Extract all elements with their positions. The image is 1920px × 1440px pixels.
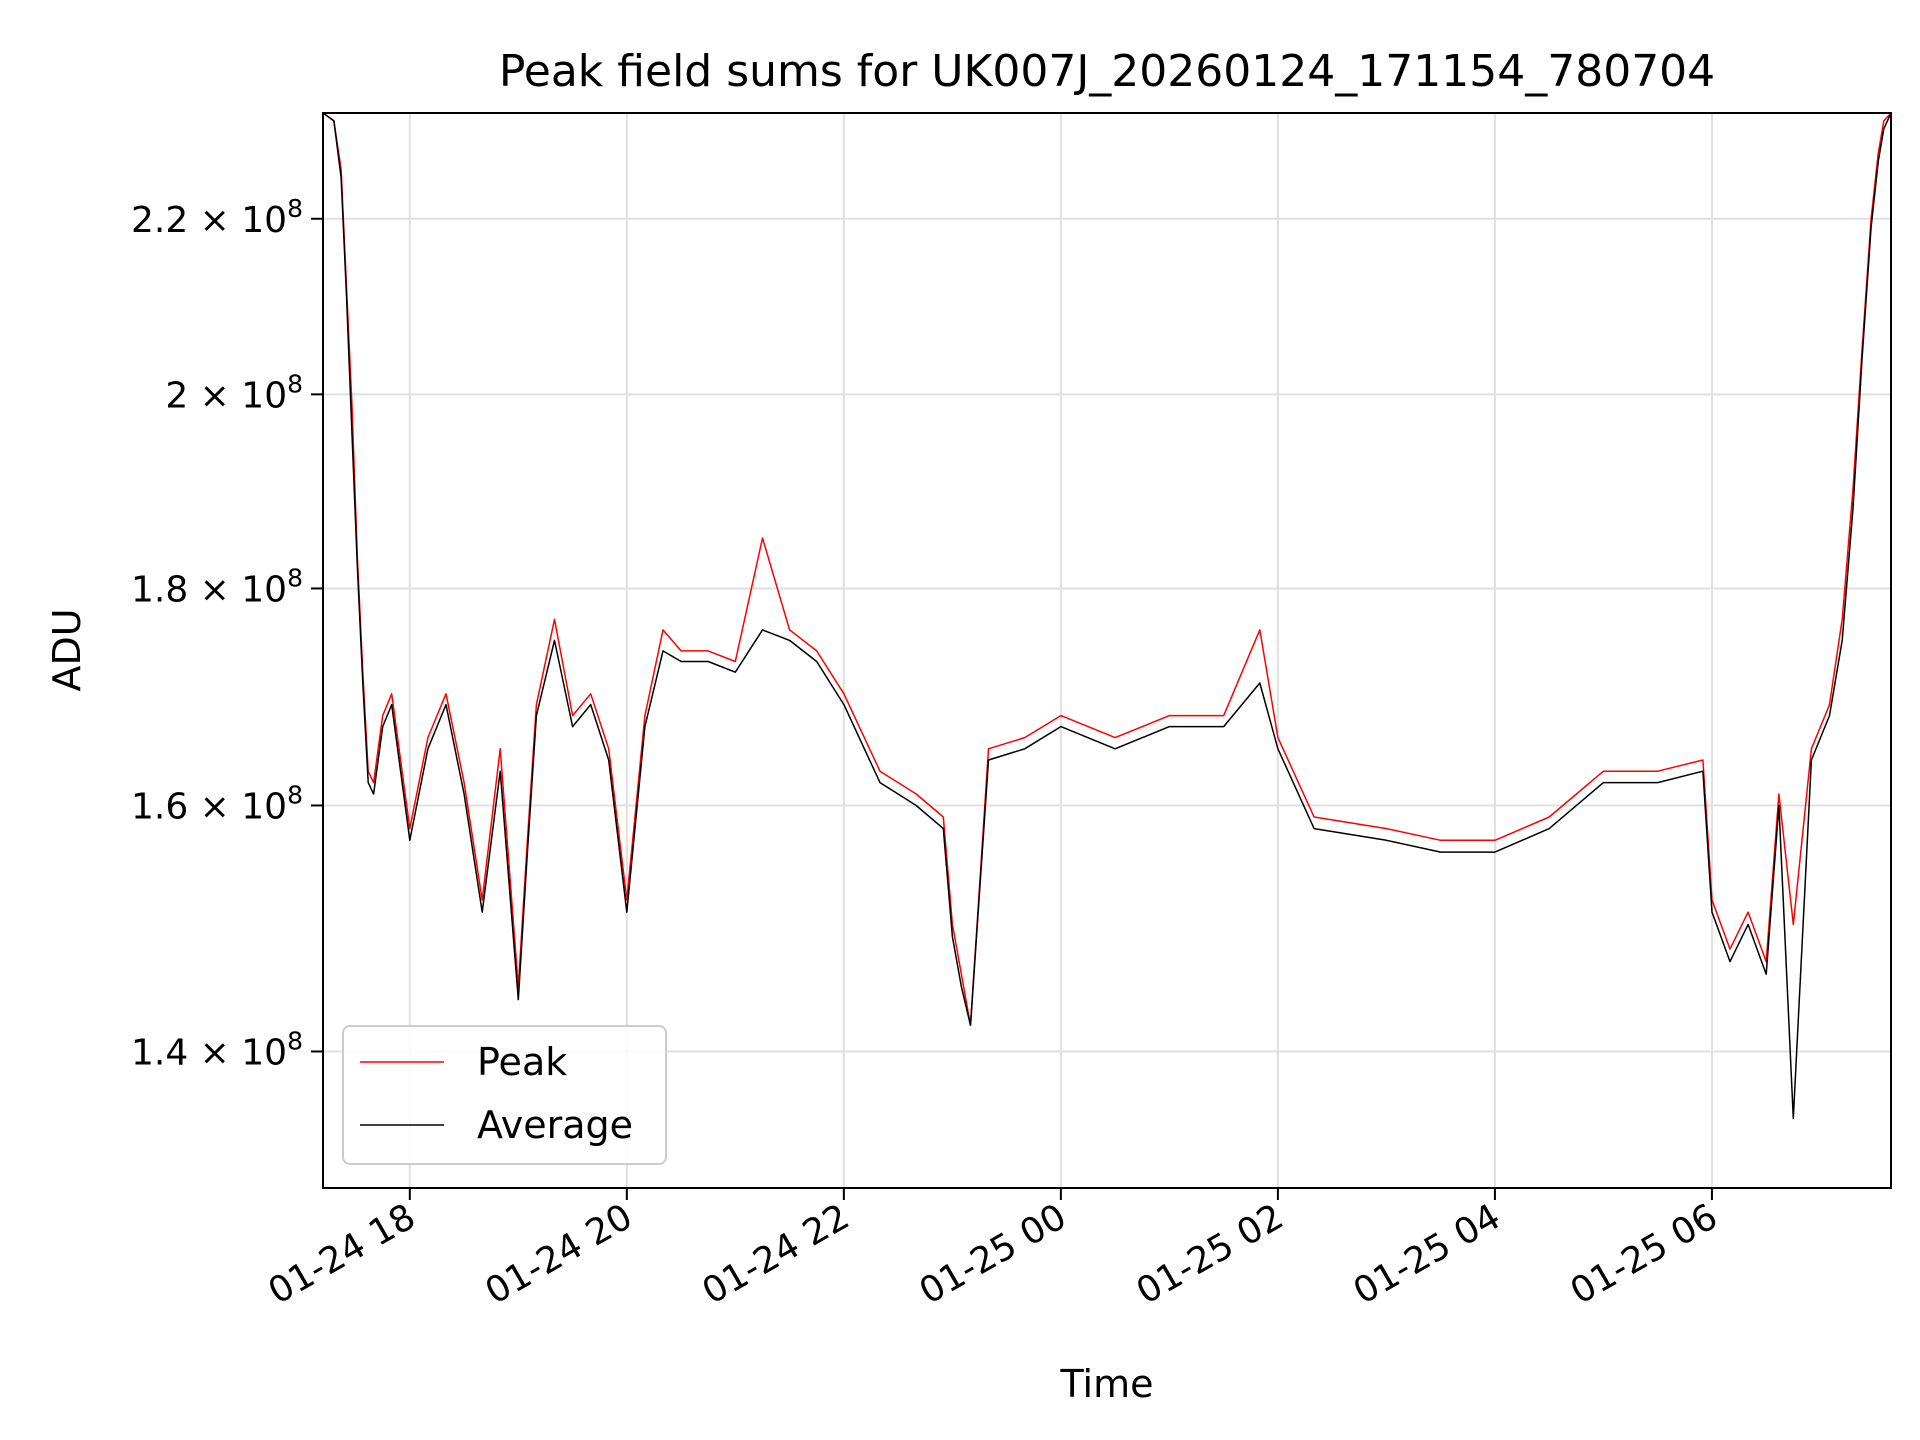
y-tick-label-base: 2.2 × 10 <box>131 200 287 241</box>
y-tick-label: 1.6 × 108 <box>131 780 303 827</box>
series-layer <box>323 113 1891 1120</box>
series-line-peak <box>323 113 1891 1027</box>
legend-label-average: Average <box>477 1103 633 1147</box>
legend: Peak Average <box>342 1025 667 1165</box>
legend-box <box>342 1025 667 1165</box>
y-tick-label-base: 1.6 × 10 <box>131 786 287 827</box>
series-line-average <box>323 113 1891 1120</box>
y-tick-label-exponent: 8 <box>287 780 303 809</box>
y-tick-label-exponent: 8 <box>287 194 303 223</box>
y-tick-label-exponent: 8 <box>287 563 303 592</box>
y-tick-label: 2 × 108 <box>165 369 303 416</box>
y-tick-label-base: 1.4 × 10 <box>131 1032 287 1073</box>
x-axis-label: Time <box>1060 1362 1154 1406</box>
chart-title: Peak field sums for UK007J_20260124_1711… <box>499 46 1715 97</box>
y-tick-label: 1.8 × 108 <box>131 563 303 610</box>
y-tick-label: 2.2 × 108 <box>131 194 303 241</box>
legend-label-peak: Peak <box>477 1040 567 1084</box>
y-tick-label-base: 2 × 10 <box>165 375 287 416</box>
y-tick-label-exponent: 8 <box>287 1026 303 1055</box>
y-axis-label: ADU <box>45 608 89 691</box>
y-tick-label-exponent: 8 <box>287 369 303 398</box>
plot-frame <box>322 112 1892 1189</box>
y-tick-label: 1.4 × 108 <box>131 1026 303 1073</box>
y-tick-label-base: 1.8 × 10 <box>131 569 287 610</box>
